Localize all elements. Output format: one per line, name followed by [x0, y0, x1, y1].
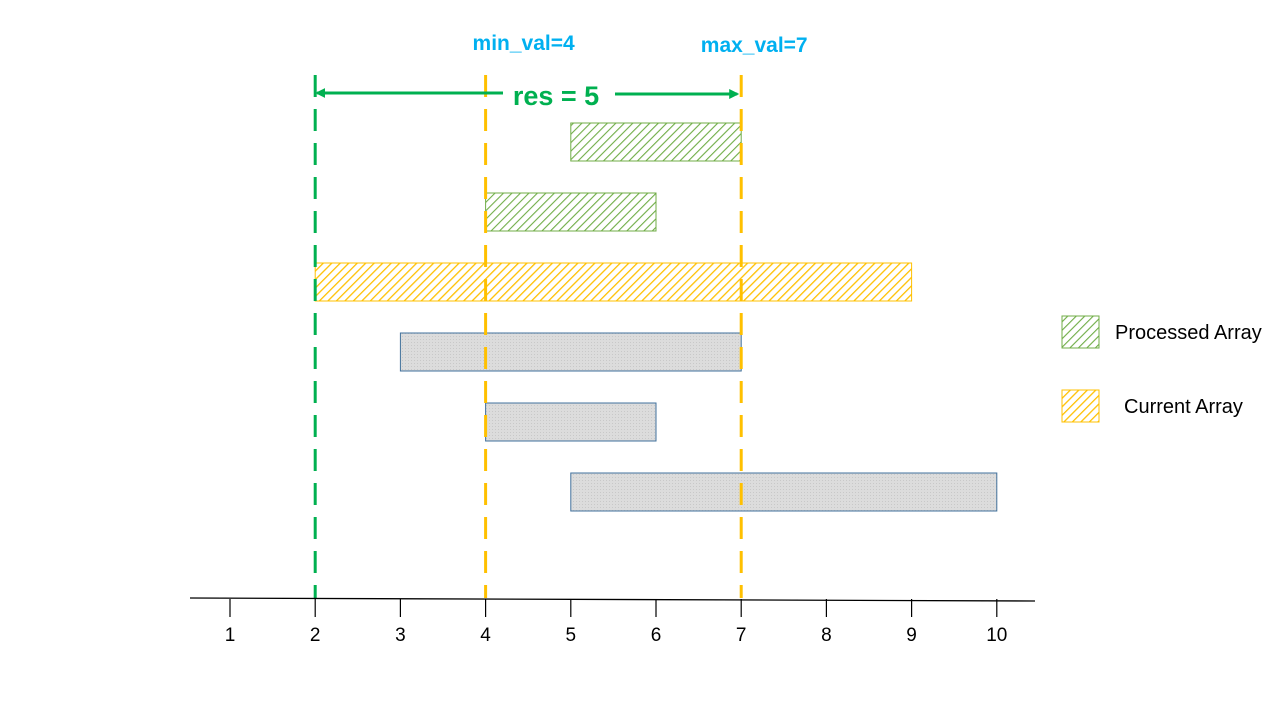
interval-bar-processed [485, 192, 657, 232]
interval-bar-processed [570, 122, 742, 162]
tick-label: 8 [821, 625, 832, 646]
guide-lines [313, 75, 743, 598]
legend-label-processed: Processed Array [1115, 322, 1262, 344]
interval-bar-pending [399, 332, 742, 372]
tick-label: 4 [480, 625, 491, 646]
tick-label: 10 [986, 625, 1007, 646]
interval-bar-current [314, 262, 913, 302]
interval-bar-pending [485, 402, 657, 442]
tick-label: 6 [651, 625, 662, 646]
marker-labels: min_val=4 max_val=7 res = 5 [315, 32, 808, 111]
tick-label: 1 [225, 625, 236, 646]
intervals [314, 122, 998, 512]
res-label: res = 5 [513, 81, 599, 111]
tick-label: 5 [566, 625, 577, 646]
tick-label: 7 [736, 625, 747, 646]
min-val-label: min_val=4 [473, 32, 575, 55]
legend-label-current: Current Array [1124, 396, 1243, 418]
tick-label: 9 [906, 625, 917, 646]
legend-swatch-processed [1061, 315, 1100, 349]
axis-line [189, 597, 1036, 602]
tick-label: 3 [395, 625, 406, 646]
tick-label: 2 [310, 625, 321, 646]
max-val-label: max_val=7 [701, 34, 808, 57]
legend: Processed Array Current Array [1061, 315, 1262, 423]
interval-bar-pending [570, 472, 998, 512]
number-axis: 1 2 3 4 5 6 7 8 9 10 [189, 597, 1036, 646]
legend-swatch-current [1061, 389, 1100, 423]
